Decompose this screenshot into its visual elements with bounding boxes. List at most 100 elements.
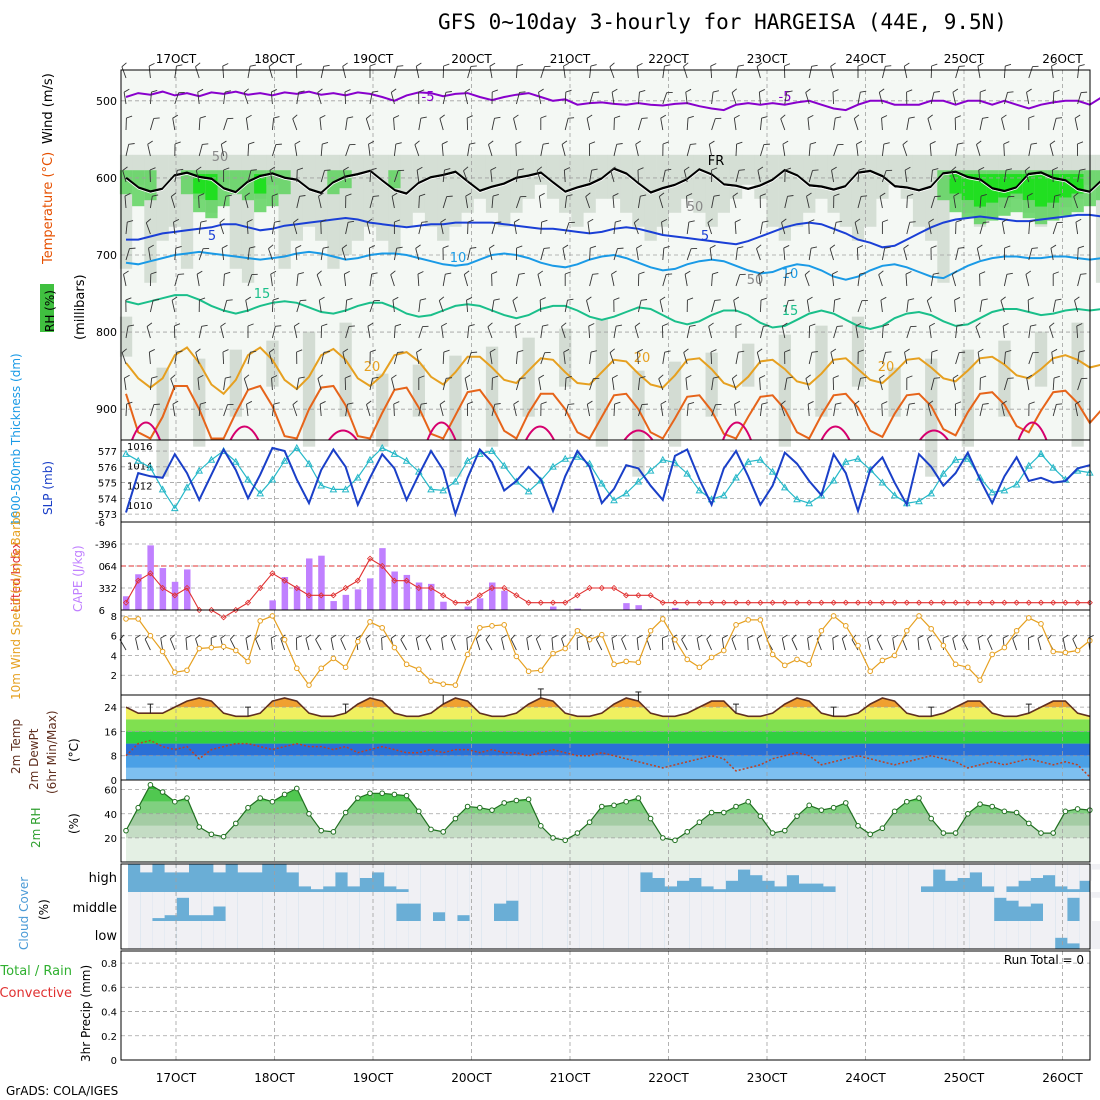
rh-shade-lower [156,367,169,477]
upper-wind-barb [344,89,351,93]
upper-wind-barb [714,299,721,301]
upper-wind-barb [683,170,688,183]
surface-wind-barb [832,637,835,651]
upper-wind-barb [1000,296,1006,301]
lifted-index-marker [488,584,496,592]
upper-wind-barb [662,92,668,105]
cloud-clear-cell [750,864,763,876]
wind10-speed-marker [1026,615,1032,621]
upper-wind-barb [881,403,883,417]
cloud-clear-cell [530,864,543,892]
upper-wind-barb [711,118,716,131]
upper-wind-barb [588,323,595,327]
cloud-clear-cell [860,921,873,949]
upper-wind-barb [783,245,790,249]
surface-wind-barb [952,638,957,651]
slp-marker [622,489,631,497]
slp-axis-label: SLP (mb) [41,461,55,515]
upper-wind-barb [271,118,275,131]
lifted-index-marker [244,599,252,606]
upper-wind-barb [443,63,450,67]
lifted-index-marker [830,599,837,606]
upper-wind-barb [613,248,618,261]
upper-wind-barb [489,352,493,365]
upper-wind-barb [488,140,494,145]
upper-wind-barb [125,248,130,261]
upper-wind-barb [292,118,298,131]
upper-wind-barb [638,271,645,275]
contour-label: 20 [634,351,651,366]
upper-wind-barb [857,245,864,249]
wind10-speed-marker [440,681,447,687]
upper-wind-barb [756,62,763,67]
upper-wind-barb [198,195,200,209]
upper-wind-barb [151,89,158,93]
upper-wind-barb [879,374,885,379]
upper-wind-barb [687,297,694,301]
upper-wind-barb [855,322,862,327]
upper-wind-barb [857,63,864,67]
upper-wind-barb [397,65,404,67]
cloud-clear-cell [872,892,885,921]
slp-marker [951,455,960,463]
upper-wind-barb [317,88,323,93]
upper-wind-barb [271,144,277,157]
cloud-clear-cell [664,892,677,921]
upper-wind-barb [982,403,989,405]
upper-wind-barb [171,300,176,313]
upper-wind-barb [543,142,550,145]
lifted-index-marker [842,599,849,606]
upper-wind-barb [633,222,639,235]
lifted-index-marker [720,599,727,606]
rh2m-frame [120,779,1091,863]
upper-wind-barb [489,348,496,353]
upper-wind-barb [975,322,981,328]
upper-wind-barb [196,274,200,287]
upper-wind-barb [538,92,542,105]
upper-wind-barb [833,326,838,339]
upper-wind-barb [152,194,159,197]
lifted-index-marker [745,599,752,606]
cloud-clear-cell [664,864,677,887]
cape-bar [293,586,301,610]
upper-wind-barb [151,376,158,379]
cloud-clear-cell [591,864,604,892]
upper-wind-barb [929,326,932,339]
upper-wind-barb [145,222,151,235]
upper-wind-barb [149,378,153,391]
thickness-tick-label: 573 [98,510,117,521]
surface-wind-barb [330,634,337,639]
rh2m-marker [355,795,361,801]
lifted-index-marker [525,599,532,606]
lifted-index-marker [147,570,154,577]
upper-wind-barb [271,326,276,339]
lifted-index-marker [879,599,886,606]
upper-wind-barb [270,274,273,287]
upper-wind-barb [392,296,399,301]
cloud-clear-cell [994,892,1007,898]
surface-wind-barb [681,634,686,640]
surface-wind-barb [696,634,703,639]
upper-wind-barb [466,300,469,313]
upper-wind-barb [613,326,617,339]
cape-bar [318,555,325,610]
cloud-clear-cell [1067,892,1080,898]
dewpoint-line [125,739,1091,778]
upper-wind-barb [1049,326,1054,339]
upper-wind-barb [441,326,444,339]
upper-wind-barb [439,404,444,417]
rh-shade-green [266,170,279,207]
surface-wind-barb [731,634,737,640]
upper-wind-barb [487,326,493,339]
rh2m-marker [733,803,739,810]
wind10-speed-marker [708,654,715,661]
rh-shade-grey [851,154,865,241]
rh-shade-green [278,170,291,195]
isotherm-30 [623,429,654,441]
upper-wind-barb [147,144,151,157]
upper-wind-barb [734,400,741,405]
upper-wind-barb [707,218,713,223]
upper-wind-barb [149,349,155,353]
cloud-clear-cell [237,892,250,921]
cloud-clear-cell [896,921,909,949]
